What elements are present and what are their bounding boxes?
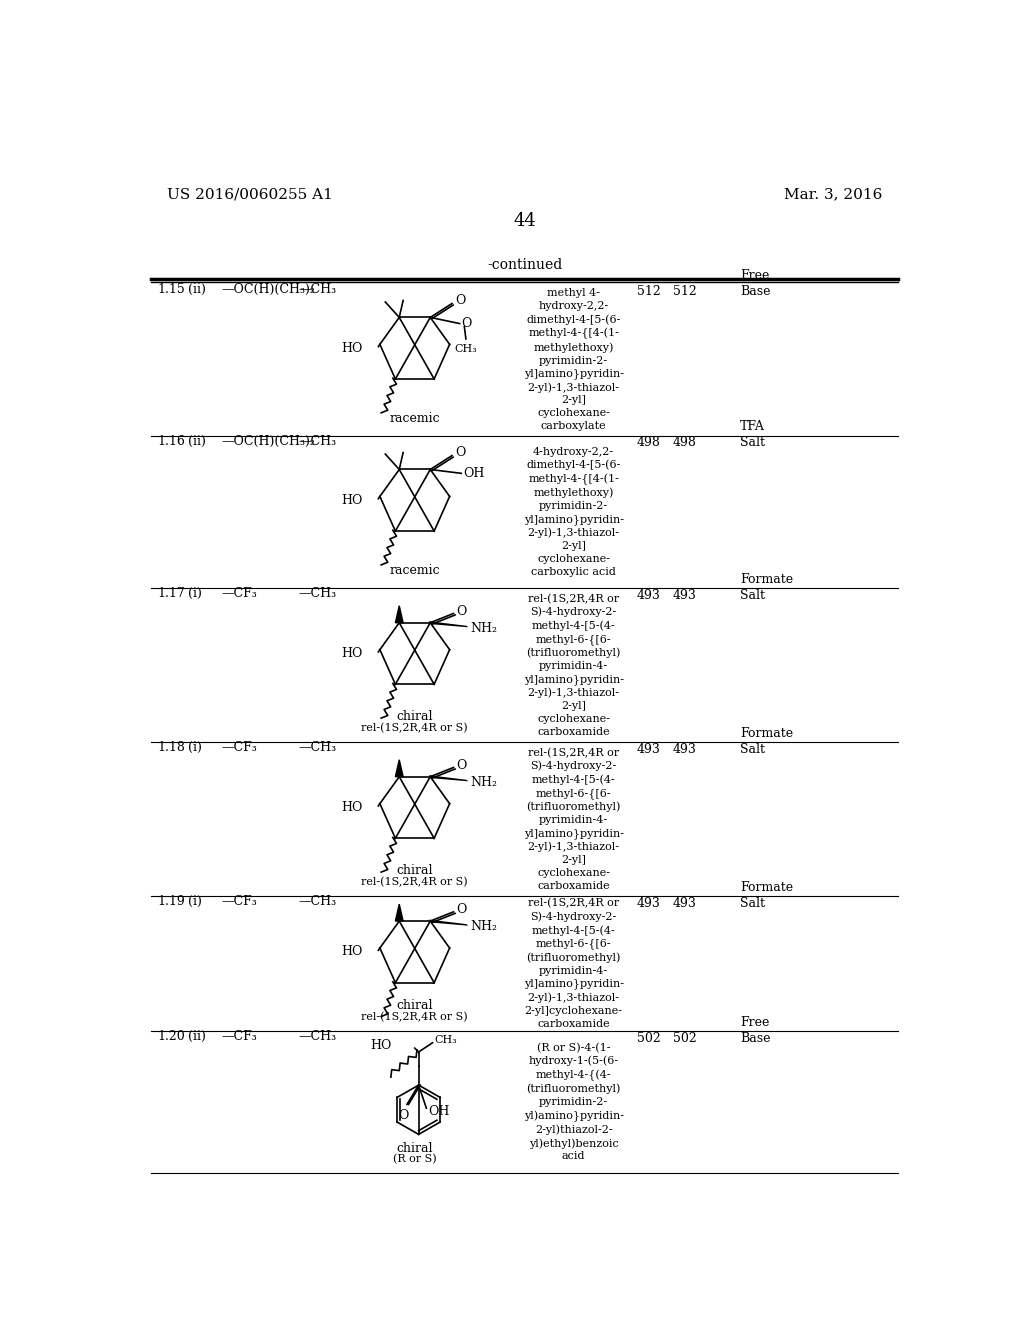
Polygon shape bbox=[429, 775, 468, 781]
Text: methyl 4-
hydroxy-2,2-
dimethyl-4-[5-(6-
methyl-4-{[4-(1-
methylethoxy)
pyrimidi: methyl 4- hydroxy-2,2- dimethyl-4-[5-(6-… bbox=[523, 289, 624, 432]
Polygon shape bbox=[395, 606, 403, 623]
Text: —CH₃: —CH₃ bbox=[299, 895, 337, 908]
Text: rel-(1S,2R,4R or S): rel-(1S,2R,4R or S) bbox=[361, 723, 468, 734]
Text: rel-(1S,2R,4R or S): rel-(1S,2R,4R or S) bbox=[361, 876, 468, 887]
Text: 1.17: 1.17 bbox=[158, 587, 185, 601]
Text: OH: OH bbox=[428, 1105, 450, 1118]
Text: —CF₃: —CF₃ bbox=[221, 1030, 257, 1043]
Text: (ii): (ii) bbox=[188, 434, 206, 447]
Text: Formate
Salt: Formate Salt bbox=[740, 727, 794, 756]
Text: (i): (i) bbox=[188, 895, 203, 908]
Text: rel-(1S,2R,4R or S): rel-(1S,2R,4R or S) bbox=[361, 1011, 468, 1022]
Text: chiral: chiral bbox=[396, 999, 433, 1012]
Text: rel-(1S,2R,4R or
S)-4-hydroxy-2-
methyl-4-[5-(4-
methyl-6-{[6-
(trifluoromethyl): rel-(1S,2R,4R or S)-4-hydroxy-2- methyl-… bbox=[523, 747, 624, 891]
Text: HO: HO bbox=[341, 945, 362, 958]
Text: —CH₃: —CH₃ bbox=[299, 284, 337, 296]
Text: 1.15: 1.15 bbox=[158, 284, 185, 296]
Text: (i): (i) bbox=[188, 587, 203, 601]
Text: 44: 44 bbox=[513, 213, 537, 230]
Text: chiral: chiral bbox=[396, 1142, 433, 1155]
Text: 498: 498 bbox=[673, 437, 696, 449]
Text: O: O bbox=[398, 1109, 409, 1122]
Text: —CF₃: —CF₃ bbox=[221, 587, 257, 601]
Text: (R or S): (R or S) bbox=[393, 1154, 436, 1164]
Text: O: O bbox=[457, 605, 467, 618]
Text: 512: 512 bbox=[673, 285, 696, 298]
Text: —CH₃: —CH₃ bbox=[299, 1030, 337, 1043]
Text: —CF₃: —CF₃ bbox=[221, 742, 257, 754]
Text: OH: OH bbox=[463, 467, 484, 480]
Text: 1.18: 1.18 bbox=[158, 742, 185, 754]
Text: HO: HO bbox=[341, 801, 362, 814]
Text: 502: 502 bbox=[673, 1032, 696, 1044]
Text: 4-hydroxy-2,2-
dimethyl-4-[5-(6-
methyl-4-{[4-(1-
methylethoxy)
pyrimidin-2-
yl]: 4-hydroxy-2,2- dimethyl-4-[5-(6- methyl-… bbox=[523, 447, 624, 577]
Text: 493: 493 bbox=[637, 896, 660, 909]
Text: O: O bbox=[457, 903, 467, 916]
Text: Free
Base: Free Base bbox=[740, 1015, 771, 1044]
Text: 512: 512 bbox=[637, 285, 660, 298]
Text: 493: 493 bbox=[637, 743, 660, 756]
Text: 493: 493 bbox=[637, 589, 660, 602]
Text: —CH₃: —CH₃ bbox=[299, 742, 337, 754]
Text: 493: 493 bbox=[673, 589, 696, 602]
Text: rel-(1S,2R,4R or
S)-4-hydroxy-2-
methyl-4-[5-(4-
methyl-6-{[6-
(trifluoromethyl): rel-(1S,2R,4R or S)-4-hydroxy-2- methyl-… bbox=[523, 899, 624, 1028]
Text: Formate
Salt: Formate Salt bbox=[740, 573, 794, 602]
Text: chiral: chiral bbox=[396, 710, 433, 723]
Text: O: O bbox=[455, 446, 466, 459]
Text: Free
Base: Free Base bbox=[740, 269, 771, 298]
Text: 1.20: 1.20 bbox=[158, 1030, 185, 1043]
Text: O: O bbox=[461, 317, 472, 330]
Text: NH₂: NH₂ bbox=[471, 622, 498, 635]
Text: 493: 493 bbox=[673, 743, 696, 756]
Text: —CH₃: —CH₃ bbox=[299, 434, 337, 447]
Text: (ii): (ii) bbox=[188, 284, 206, 296]
Text: CH₃: CH₃ bbox=[434, 1035, 457, 1045]
Text: 498: 498 bbox=[637, 437, 660, 449]
Text: racemic: racemic bbox=[389, 564, 440, 577]
Polygon shape bbox=[395, 760, 403, 776]
Text: chiral: chiral bbox=[396, 865, 433, 878]
Text: racemic: racemic bbox=[389, 412, 440, 425]
Text: HO: HO bbox=[370, 1039, 391, 1052]
Text: Formate
Salt: Formate Salt bbox=[740, 880, 794, 909]
Polygon shape bbox=[429, 920, 468, 925]
Text: NH₂: NH₂ bbox=[471, 776, 498, 788]
Text: HO: HO bbox=[341, 494, 362, 507]
Text: O: O bbox=[455, 294, 466, 308]
Text: CH₃: CH₃ bbox=[455, 343, 477, 354]
Text: rel-(1S,2R,4R or
S)-4-hydroxy-2-
methyl-4-[5-(4-
methyl-6-{[6-
(trifluoromethyl): rel-(1S,2R,4R or S)-4-hydroxy-2- methyl-… bbox=[523, 594, 624, 737]
Text: HO: HO bbox=[341, 647, 362, 660]
Text: TFA
Salt: TFA Salt bbox=[740, 420, 765, 449]
Polygon shape bbox=[395, 904, 403, 921]
Text: 502: 502 bbox=[637, 1032, 660, 1044]
Text: —CH₃: —CH₃ bbox=[299, 587, 337, 601]
Polygon shape bbox=[429, 622, 468, 627]
Text: Mar. 3, 2016: Mar. 3, 2016 bbox=[784, 187, 883, 202]
Text: —OC(H)(CH₃)₂: —OC(H)(CH₃)₂ bbox=[221, 284, 314, 296]
Text: (ii): (ii) bbox=[188, 1030, 206, 1043]
Text: (R or S)-4-(1-
hydroxy-1-(5-(6-
methyl-4-{(4-
(trifluoromethyl)
pyrimidin-2-
yl): (R or S)-4-(1- hydroxy-1-(5-(6- methyl-4… bbox=[523, 1043, 624, 1162]
Text: HO: HO bbox=[341, 342, 362, 355]
Text: (i): (i) bbox=[188, 742, 203, 754]
Text: NH₂: NH₂ bbox=[471, 920, 498, 933]
Text: 1.19: 1.19 bbox=[158, 895, 185, 908]
Text: 1.16: 1.16 bbox=[158, 434, 185, 447]
Text: —CF₃: —CF₃ bbox=[221, 895, 257, 908]
Text: -continued: -continued bbox=[487, 257, 562, 272]
Text: —OC(H)(CH₃)₂: —OC(H)(CH₃)₂ bbox=[221, 434, 314, 447]
Text: 493: 493 bbox=[673, 896, 696, 909]
Text: US 2016/0060255 A1: US 2016/0060255 A1 bbox=[167, 187, 333, 202]
Text: O: O bbox=[457, 759, 467, 772]
